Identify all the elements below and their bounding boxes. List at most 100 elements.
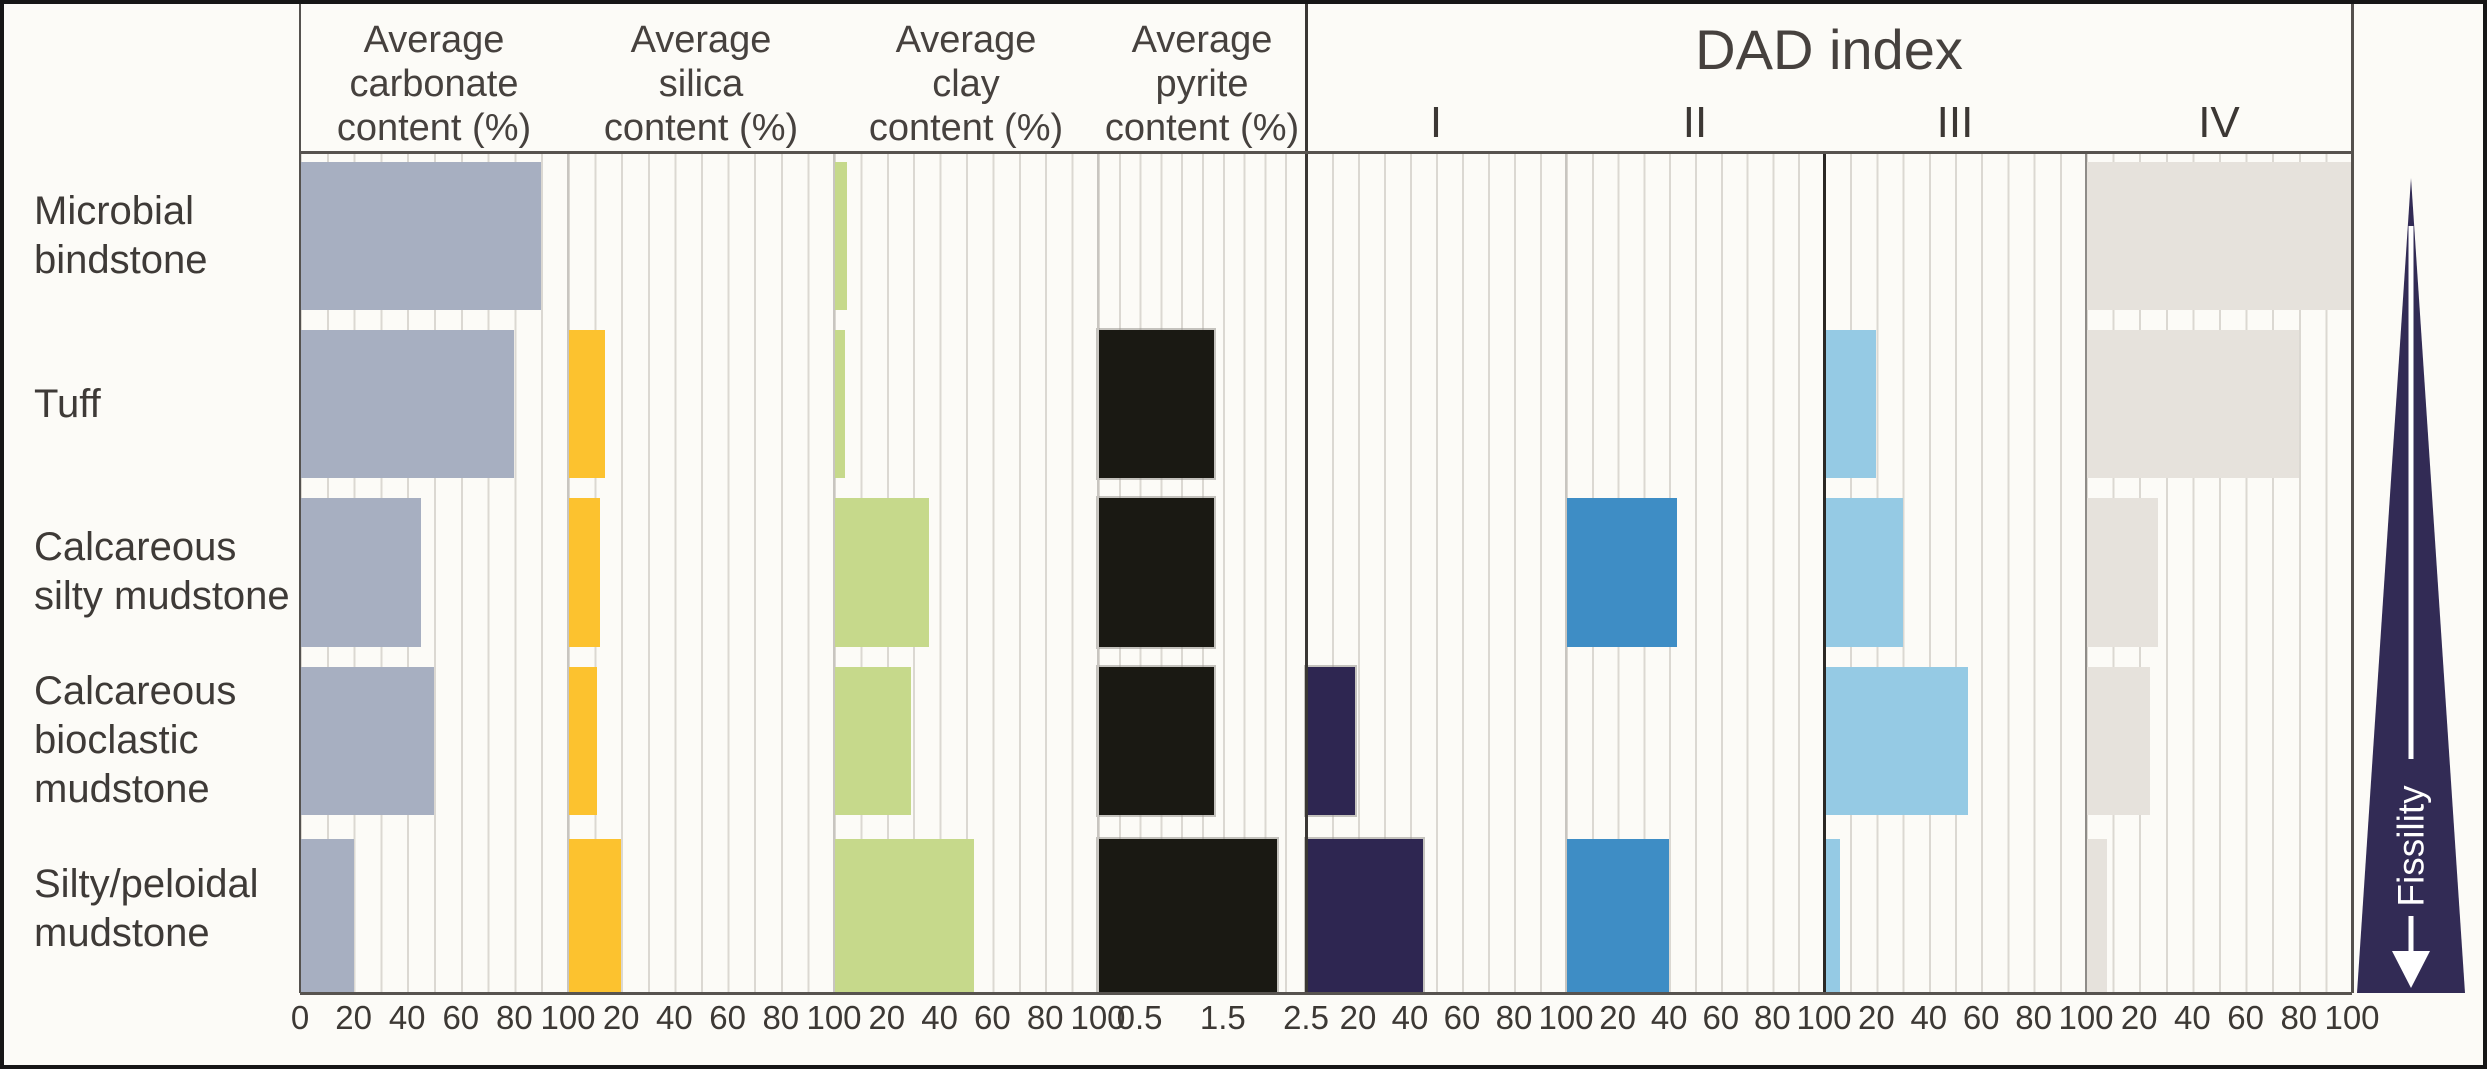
- x-tick-dad-ii-80: 80: [1754, 999, 1791, 1036]
- x-tick-dad-iii-80: 80: [2015, 999, 2052, 1036]
- bar-carbonate-row-3: [300, 498, 421, 647]
- x-tick-dad-ii-100: 100: [1796, 999, 1852, 1036]
- divider-clay-pyrite: [1097, 152, 1099, 993]
- x-tick-dad-i-40: 40: [1391, 999, 1429, 1036]
- bar-carbonate-row-1: [300, 162, 542, 311]
- x-tick-dad-iii-60: 60: [1962, 999, 2000, 1036]
- column-header-silica: Average silica content (%): [604, 18, 798, 150]
- bar-pyrite-row-2: [1098, 330, 1215, 479]
- x-tick-carbonate-60: 60: [442, 999, 480, 1036]
- x-tick-silica-20: 20: [602, 999, 640, 1036]
- plot-column-carbonate: [300, 152, 568, 993]
- x-tick-clay-40: 40: [921, 999, 958, 1036]
- bar-clay-row-1: [834, 162, 848, 311]
- x-tick-dad-iii-40: 40: [1910, 999, 1948, 1036]
- header-underline: [300, 150, 2352, 154]
- bar-clay-row-5: [834, 838, 974, 993]
- x-tick-carbonate-20: 20: [335, 999, 372, 1036]
- x-tick-carbonate-0: 0: [290, 999, 310, 1036]
- bar-dad-i-row-5: [1306, 838, 1423, 993]
- divider-carbonate-silica: [567, 152, 569, 993]
- row-label-microbial-bindstone: Microbial bindstone: [34, 189, 208, 283]
- x-tick-clay-60: 60: [974, 999, 1011, 1036]
- bar-pyrite-row-4: [1098, 666, 1215, 815]
- fissility-arrow: Fissility: [2357, 178, 2465, 993]
- bar-dad-iii-row-3: [1824, 498, 1903, 647]
- column-header-line: carbonate: [349, 63, 519, 105]
- x-tick-silica-100: 100: [806, 999, 862, 1036]
- column-header-line: pyrite: [1155, 63, 1249, 105]
- column-header-line: content (%): [603, 107, 799, 149]
- bar-clay-row-3: [834, 498, 930, 647]
- row-label-calcareous-silty-mudstone: Calcareous silty mudstone: [34, 525, 290, 619]
- bar-dad-i-row-4: [1306, 666, 1356, 815]
- x-tick-clay-100: 100: [1070, 999, 1126, 1036]
- plot-column-dad-iv: [2086, 152, 2352, 993]
- plot-column-pyrite: [1098, 152, 1306, 993]
- x-tick-dad-i-80: 80: [1495, 999, 1533, 1036]
- plot-column-dad-iii: [1824, 152, 2086, 993]
- x-tick-dad-iv-40: 40: [2174, 999, 2211, 1036]
- x-tick-dad-i-100: 100: [1538, 999, 1594, 1036]
- plot-column-silica: [568, 152, 834, 993]
- x-tick-clay-80: 80: [1026, 999, 1064, 1036]
- bar-carbonate-row-5: [300, 838, 354, 993]
- plot-column-dad-ii: [1566, 152, 1824, 993]
- x-tick-clay-20: 20: [868, 999, 906, 1036]
- column-header-line: Average: [895, 19, 1037, 61]
- divider-pyrite-dad: [1304, 4, 1308, 993]
- column-header-line: silica: [658, 63, 744, 105]
- dad-subcolumn-header-dad-ii: II: [1682, 98, 1708, 147]
- x-tick-dad-i-20: 20: [1339, 999, 1377, 1036]
- plot-column-clay: [834, 152, 1098, 993]
- bar-carbonate-row-2: [300, 330, 515, 479]
- column-header-line: Average: [1131, 19, 1273, 61]
- x-tick-pyrite-2p5: 2.5: [1283, 999, 1329, 1036]
- x-tick-silica-40: 40: [656, 999, 693, 1036]
- dad-subcolumn-header-dad-i: I: [1429, 98, 1443, 147]
- x-tick-pyrite-0p5: 0.5: [1116, 999, 1163, 1036]
- bar-dad-iii-row-5: [1824, 838, 1840, 993]
- dad-subcolumn-header-dad-iii: III: [1936, 98, 1974, 147]
- chart-right-edge: [2350, 4, 2354, 993]
- dad-subcolumn-header-dad-iv: IV: [2198, 98, 2240, 147]
- x-tick-carbonate-40: 40: [388, 999, 426, 1036]
- column-header-carbonate: Average carbonate content (%): [337, 18, 531, 150]
- row-label-calcareous-bioclastic-mudstone: Calcareous bioclastic mudstone: [34, 669, 237, 812]
- column-header-line: content (%): [1104, 107, 1300, 149]
- bar-clay-row-2: [834, 330, 845, 479]
- x-tick-silica-60: 60: [709, 999, 746, 1036]
- bar-clay-row-4: [834, 666, 911, 815]
- column-header-line: Average: [630, 19, 772, 61]
- bar-carbonate-row-4: [300, 666, 434, 815]
- column-header-pyrite: Average pyrite content (%): [1105, 18, 1299, 150]
- bar-dad-iv-row-5: [2086, 838, 2108, 993]
- divider-dad-i-ii: [1565, 152, 1567, 993]
- fissility-arrowhead-down-icon: [2392, 951, 2430, 988]
- bar-dad-iii-row-4: [1824, 666, 1969, 815]
- column-header-line: clay: [932, 63, 1000, 105]
- x-tick-dad-ii-40: 40: [1650, 999, 1688, 1036]
- bar-dad-iii-row-2: [1824, 330, 1877, 479]
- x-tick-carbonate-80: 80: [496, 999, 533, 1036]
- bar-dad-iv-row-2: [2086, 330, 2299, 479]
- x-tick-pyrite-1p5: 1.5: [1199, 999, 1246, 1036]
- column-header-line: content (%): [868, 107, 1064, 149]
- x-tick-dad-ii-60: 60: [1702, 999, 1740, 1036]
- column-header-line: content (%): [336, 107, 532, 149]
- plot-column-dad-i: [1306, 152, 1566, 993]
- bar-pyrite-row-5: [1098, 838, 1277, 993]
- divider-silica-clay: [833, 152, 835, 993]
- bar-dad-iv-row-1: [2086, 162, 2352, 311]
- x-tick-dad-iii-20: 20: [1858, 999, 1895, 1036]
- bar-silica-row-2: [568, 330, 606, 479]
- x-axis-line: [300, 991, 2352, 995]
- x-tick-dad-iii-100: 100: [2058, 999, 2114, 1036]
- x-tick-dad-iv-60: 60: [2227, 999, 2264, 1036]
- x-tick-dad-ii-20: 20: [1599, 999, 1636, 1036]
- bar-dad-iv-row-4: [2086, 666, 2150, 815]
- x-tick-dad-iv-20: 20: [2120, 999, 2158, 1036]
- x-tick-dad-i-60: 60: [1443, 999, 1481, 1036]
- divider-dad-ii-iii: [1822, 152, 1826, 993]
